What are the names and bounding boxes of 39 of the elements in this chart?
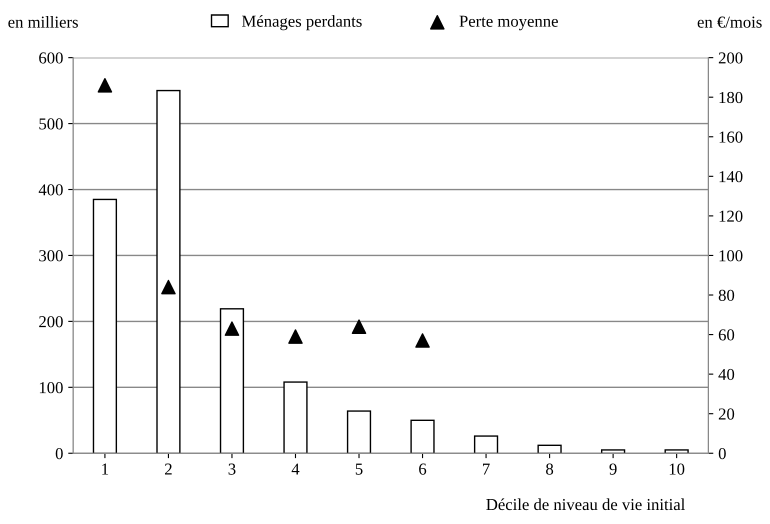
y-tick-label: 200 — [39, 316, 63, 328]
x-tick-label: 8 — [546, 463, 554, 475]
y-tick-label: 600 — [39, 52, 63, 64]
y2-tick-label: 180 — [720, 92, 742, 104]
x-tick-label: 2 — [165, 464, 172, 475]
point — [224, 321, 240, 336]
y2-tick-label: 200 — [718, 52, 742, 64]
y2-tick-label: 120 — [720, 210, 742, 222]
y2-tick-label: 20 — [718, 408, 734, 420]
y2-tick-label: 100 — [720, 250, 742, 262]
legend-label: Ménages perdants — [242, 15, 362, 30]
y-tick-label: 100 — [40, 382, 63, 394]
x-tick-label: 3 — [228, 464, 236, 475]
point — [352, 319, 366, 334]
y-tick-label: 0 — [56, 448, 63, 460]
y-axis-title: en milliers — [8, 16, 78, 28]
y2-tick-label: 80 — [718, 290, 734, 301]
x-axis-title: Décile de niveau de vie initial — [486, 498, 685, 510]
point — [415, 333, 430, 348]
x-tick-label: 9 — [609, 464, 617, 475]
y2-tick-label: 140 — [720, 171, 742, 182]
y2-tick-label: 160 — [720, 131, 742, 143]
point — [288, 329, 303, 344]
x-tick-label: 4 — [292, 464, 300, 475]
x-tick-label: 1 — [102, 464, 108, 475]
x-tick-label: 10 — [670, 463, 684, 475]
legend-label: Perte moyenne — [459, 16, 558, 30]
point — [161, 280, 176, 294]
y-tick-label: 300 — [39, 250, 63, 262]
y2-tick-label: 40 — [718, 368, 734, 380]
x-tick-label: 6 — [419, 464, 426, 475]
x-tick-label: 5 — [356, 464, 363, 475]
x-tick-label: 7 — [482, 464, 490, 475]
y2-axis-title: en €/mois — [698, 16, 762, 28]
y2-tick-label: 60 — [718, 329, 734, 341]
y2-tick-label: 0 — [718, 448, 726, 460]
y-tick-label: 500 — [39, 118, 63, 130]
y-tick-label: 400 — [38, 184, 63, 196]
point — [98, 78, 112, 93]
